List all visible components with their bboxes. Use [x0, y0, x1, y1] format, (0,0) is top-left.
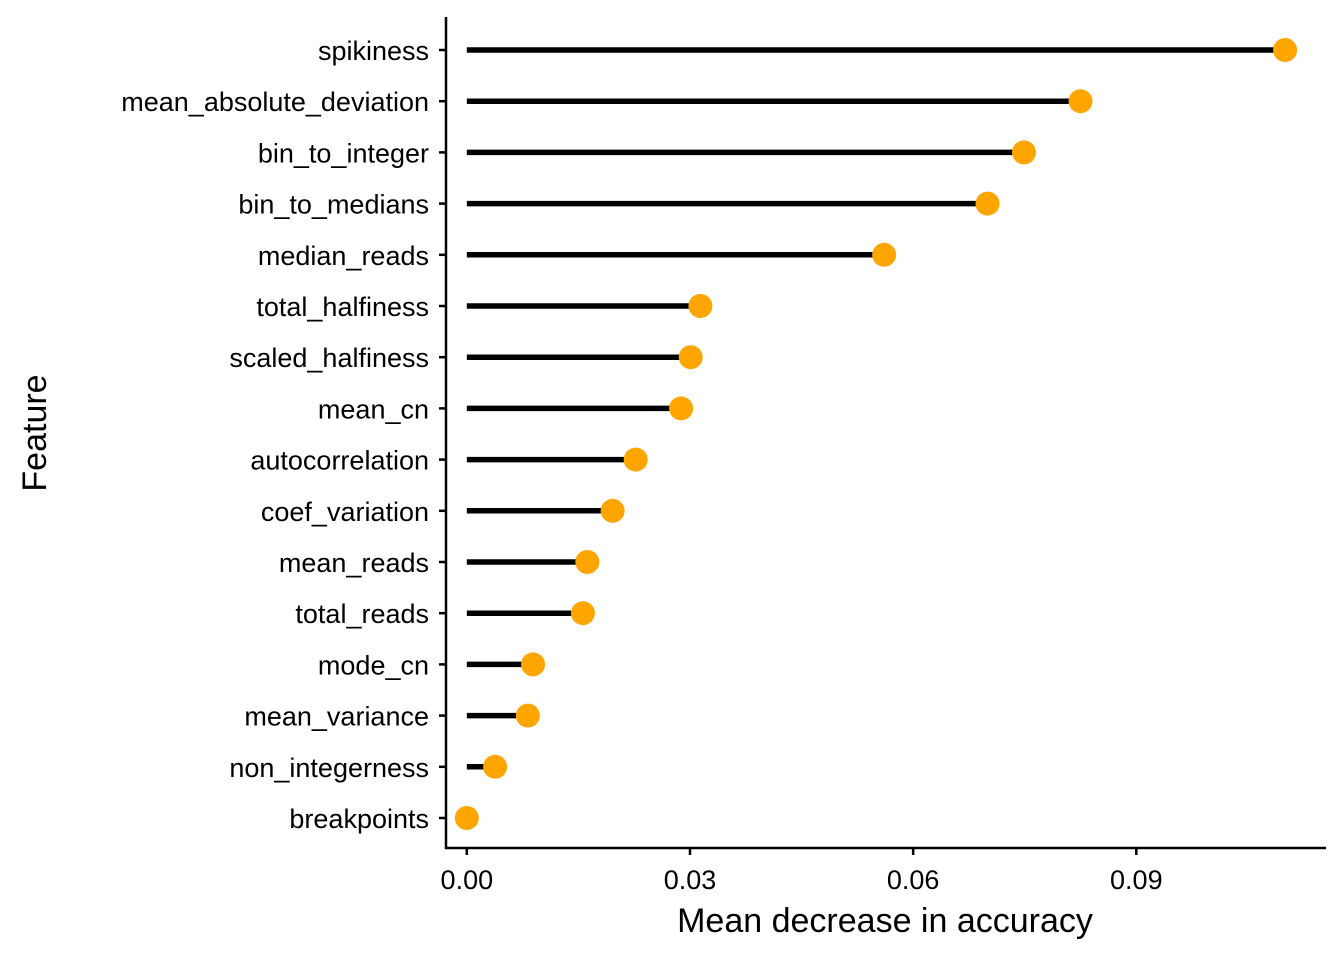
points-layer: [454, 38, 1298, 830]
y-tick-label: spikiness: [318, 36, 429, 66]
x-tick-label: 0.06: [887, 865, 940, 895]
y-tick-label: total_halfiness: [256, 292, 429, 322]
y-tick-label: mean_reads: [279, 548, 429, 578]
y-axis-title: Feature: [16, 374, 54, 491]
point-non_integerness: [483, 754, 508, 779]
point-median_reads: [872, 242, 897, 267]
point-mean_variance: [515, 703, 540, 728]
point-mean_reads: [575, 550, 600, 574]
x-tick-label: 0.00: [441, 865, 494, 895]
point-breakpoints: [454, 806, 479, 830]
point-total_halfiness: [688, 294, 713, 318]
x-axis-title: Mean decrease in accuracy: [677, 902, 1093, 940]
x-tick-label: 0.03: [664, 865, 717, 895]
y-tick-label: mode_cn: [318, 650, 429, 680]
y-tick-label: breakpoints: [289, 804, 429, 834]
y-tick-label: coef_variation: [261, 497, 429, 527]
x-tick-label: 0.09: [1110, 865, 1163, 895]
point-coef_variation: [600, 498, 625, 523]
y-tick-label: total_reads: [295, 599, 429, 629]
point-bin_to_integer: [1011, 140, 1036, 165]
y-tick-label: mean_absolute_deviation: [121, 87, 429, 117]
y-tick-label: bin_to_medians: [238, 190, 429, 220]
point-bin_to_medians: [975, 191, 1000, 216]
y-tick-label: scaled_halfiness: [229, 343, 429, 373]
point-mean_cn: [669, 396, 694, 421]
point-total_reads: [570, 601, 595, 626]
y-axis-ticks: spikiness mean_absolute_deviation bin_to_i…: [121, 36, 446, 834]
y-tick-label: non_integerness: [229, 753, 429, 783]
stems-layer: [466, 47, 1286, 770]
y-tick-label: mean_variance: [244, 702, 429, 732]
point-mean_absolute_deviation: [1068, 89, 1093, 114]
point-spikiness: [1273, 38, 1298, 62]
x-axis-ticks: 0.00 0.03 0.06 0.09: [441, 848, 1163, 895]
y-tick-label: bin_to_integer: [258, 138, 429, 168]
point-mode_cn: [521, 652, 546, 677]
y-tick-label: autocorrelation: [250, 446, 429, 476]
y-tick-label: median_reads: [258, 241, 429, 271]
point-autocorrelation: [623, 447, 648, 472]
point-scaled_halfiness: [678, 345, 703, 370]
y-tick-label: mean_cn: [318, 394, 429, 424]
